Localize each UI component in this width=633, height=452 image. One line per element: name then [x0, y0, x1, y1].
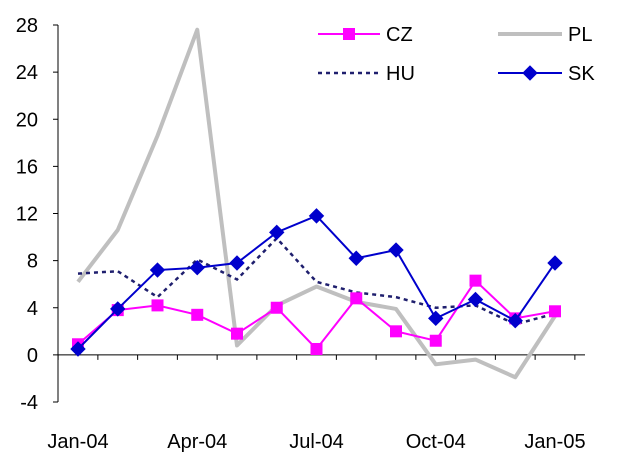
data-point-sk: [388, 242, 404, 258]
y-tick-label: 28: [16, 15, 38, 37]
legend-item-pl: PL: [498, 24, 592, 46]
y-tick-label: -4: [20, 392, 38, 414]
x-tick-label: Oct-04: [406, 431, 466, 452]
data-point-cz: [270, 301, 283, 314]
data-point-sk: [467, 291, 484, 308]
x-tick-label: Jul-04: [289, 431, 343, 452]
data-point-sk: [269, 224, 285, 241]
data-point-cz: [231, 327, 243, 340]
data-point-sk: [348, 250, 364, 266]
chart-series: [70, 27, 563, 380]
legend-item-hu: HU: [318, 63, 415, 85]
data-point-cz: [191, 308, 204, 321]
legend-marker: [343, 28, 355, 40]
data-point-cz: [549, 305, 561, 318]
y-tick-label: 8: [27, 251, 38, 273]
data-point-cz: [469, 274, 482, 287]
data-point-sk: [547, 255, 563, 271]
series-pl: [76, 27, 557, 380]
y-tick-label: 0: [27, 345, 38, 367]
legend-item-cz: CZ: [318, 24, 413, 46]
data-point-sk: [229, 255, 245, 271]
y-tick-label: 12: [16, 204, 38, 226]
legend-marker: [522, 65, 538, 81]
x-tick-label: Jan-04: [47, 431, 108, 452]
chart-axes: -4 0 4 8 12 16 20 24 28 Jan-04 Apr-04 Jul-04 Oct-04 J…: [16, 15, 586, 452]
data-point-cz: [429, 334, 442, 347]
legend-label: CZ: [386, 24, 413, 46]
series-line-pl: [76, 27, 557, 380]
data-point-sk: [189, 259, 205, 276]
data-point-sk: [428, 310, 444, 327]
data-point-cz: [310, 342, 323, 355]
data-point-sk: [149, 262, 166, 278]
data-point-sk: [70, 341, 86, 357]
legend-label: HU: [386, 63, 415, 85]
data-point-cz: [151, 299, 164, 312]
legend-item-sk: SK: [498, 63, 595, 85]
y-tick-label: 4: [27, 298, 38, 320]
y-tick-label: 20: [16, 109, 38, 131]
x-tick-label: Jan-05: [524, 431, 585, 452]
x-tick-label: Apr-04: [167, 431, 227, 452]
data-point-cz: [350, 292, 363, 305]
series-hu: [77, 236, 556, 326]
series-line-cz: [77, 279, 556, 351]
y-tick-label: 16: [16, 156, 38, 178]
data-point-sk: [110, 301, 126, 317]
chart-legend: CZ PL HU SK: [318, 24, 595, 85]
y-tick-label: 24: [16, 62, 38, 84]
series-line-hu: [77, 236, 556, 326]
data-point-cz: [390, 325, 402, 338]
data-point-sk: [507, 313, 523, 329]
legend-label: PL: [568, 24, 592, 46]
legend-label: SK: [568, 63, 595, 85]
series-line-sk: [77, 214, 556, 350]
series-sk: [70, 208, 563, 357]
data-point-sk: [308, 208, 325, 224]
